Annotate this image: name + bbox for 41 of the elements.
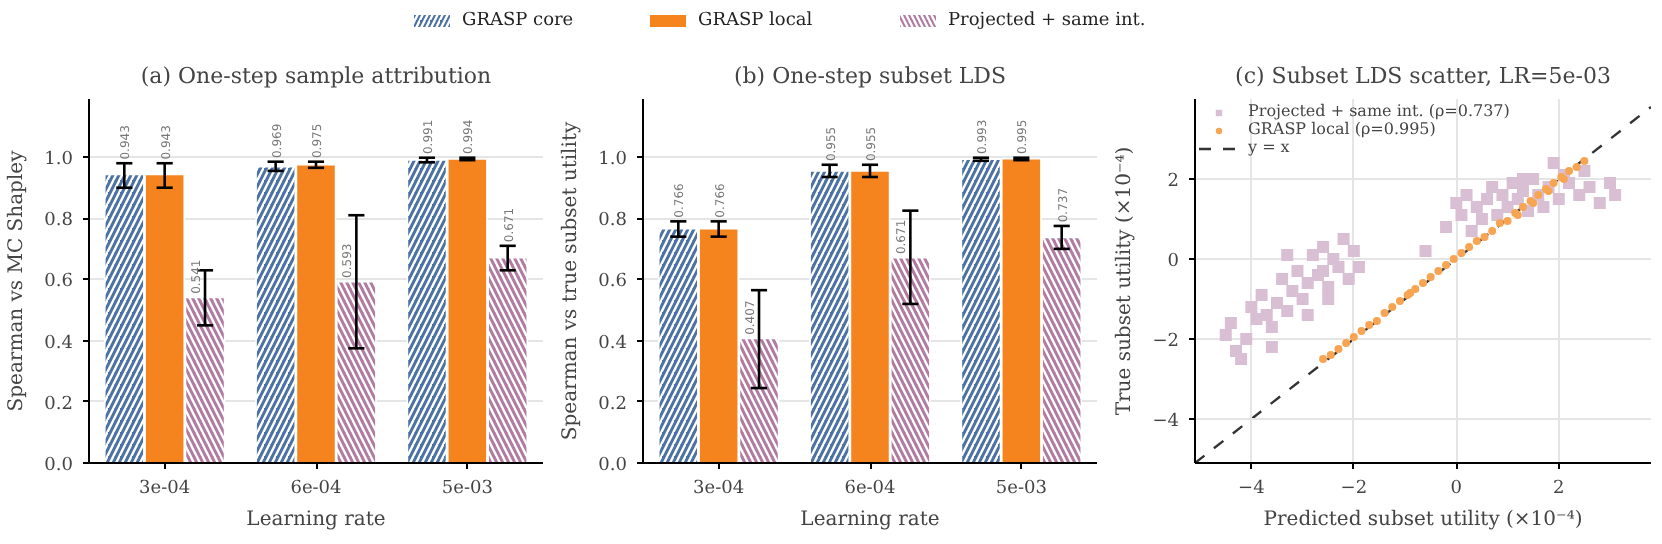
x-tick-label: 3e-04 xyxy=(693,479,745,499)
y-tick-label: 0.8 xyxy=(44,211,74,232)
y-tick-label: 0.4 xyxy=(598,333,628,354)
x-tick-label: 5e-03 xyxy=(995,479,1048,499)
y-tick-label: 0.2 xyxy=(598,394,628,415)
x-tick-label: 6e-04 xyxy=(844,479,897,499)
legend-label: Projected + same int. xyxy=(948,11,1146,31)
x-tick-label: 6e-04 xyxy=(290,479,343,499)
x-tick-label: 3e-04 xyxy=(139,479,191,499)
y-tick-label: −2 xyxy=(1152,332,1180,352)
y-tick-label: 0.4 xyxy=(44,333,74,354)
y-tick-label: 1.0 xyxy=(44,150,74,171)
x-tick-label: 5e-03 xyxy=(441,479,494,499)
legend-label: GRASP local (ρ=0.995) xyxy=(1248,120,1436,138)
y-axis-title: Spearman vs MC Shapley xyxy=(6,149,29,412)
x-axis-title: Predicted subset utility (×10⁻⁴) xyxy=(1263,509,1583,531)
x-tick-label: −4 xyxy=(1238,479,1266,499)
legend-label: GRASP local xyxy=(698,11,813,31)
y-tick-label: 0.0 xyxy=(44,456,74,476)
chart-title: (a) One-step sample attribution xyxy=(140,63,492,89)
y-tick-label: 0.0 xyxy=(598,456,628,476)
y-tick-label: 1.0 xyxy=(598,150,628,171)
x-tick-label: −2 xyxy=(1340,479,1368,499)
y-tick-label: −4 xyxy=(1152,412,1180,432)
y-axis-title: Spearman vs true subset utility xyxy=(560,121,583,441)
x-tick-label: 0 xyxy=(1450,479,1463,499)
y-tick-label: 0.6 xyxy=(598,272,628,293)
chart-title: (b) One-step subset LDS xyxy=(733,63,1007,89)
legend-label: y = x xyxy=(1248,138,1290,156)
y-tick-label: 0 xyxy=(1167,252,1180,272)
legend-label: Projected + same int. (ρ=0.737) xyxy=(1248,102,1510,120)
x-axis-title: Learning rate xyxy=(246,509,386,531)
y-tick-label: 2 xyxy=(1167,172,1180,192)
x-axis-title: Learning rate xyxy=(800,509,940,531)
y-tick-label: 0.6 xyxy=(44,272,74,293)
x-tick-label: 2 xyxy=(1553,479,1565,499)
chart-title: (c) Subset LDS scatter, LR=5e-03 xyxy=(1235,63,1611,89)
legend-label: GRASP core xyxy=(462,11,574,31)
y-tick-label: 0.2 xyxy=(44,394,74,415)
y-axis-title: True subset utility (×10⁻⁴) xyxy=(1114,146,1137,416)
y-tick-label: 0.8 xyxy=(598,211,628,232)
